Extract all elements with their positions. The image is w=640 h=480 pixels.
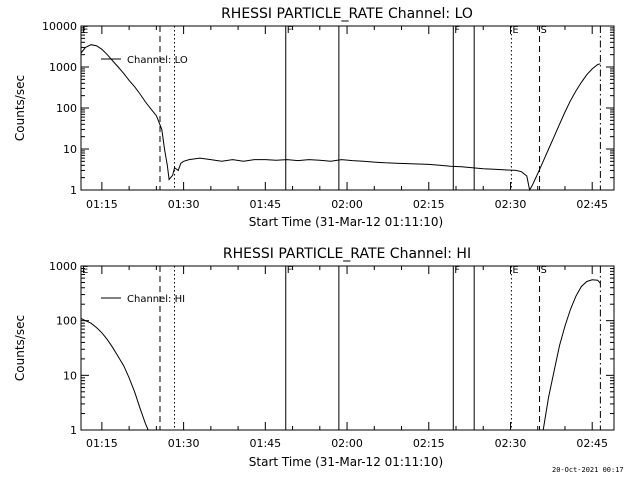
x-tick-label: 01:30	[168, 437, 200, 450]
y-tick-label: 10	[63, 369, 77, 382]
panel-lo-ylabel: Counts/sec	[13, 75, 27, 141]
panel-hi-legend-label: Channel: HI	[127, 294, 185, 305]
x-tick-label: 02:30	[495, 437, 527, 450]
x-tick-label: 01:45	[249, 437, 281, 450]
x-tick-label: 02:45	[576, 198, 608, 211]
panel-hi-title: RHESSI PARTICLE_RATE Channel: HI	[223, 246, 471, 262]
x-tick-label: 01:30	[168, 198, 200, 211]
panel-lo-xlabel: Start Time (31-Mar-12 01:11:10)	[249, 215, 443, 229]
panel-1-plot: 1 10 100 1000 01:15 01:30 01:45 02:00 02:15 02:30…	[49, 260, 615, 450]
panel-lo-legend-label: Channel: LO	[127, 55, 188, 66]
x-tick-label: 01:15	[86, 198, 118, 211]
panel-hi-xlabel: Start Time (31-Mar-12 01:11:10)	[249, 455, 443, 469]
y-tick-label: 1000	[49, 61, 77, 74]
event-marker-label: F	[287, 265, 293, 276]
event-marker-label: F	[454, 25, 460, 36]
panel-0-plot: 1 10 100 1000 10000 01:15 01:30 01:45 02:00 02:15…	[42, 20, 615, 211]
plot-frame	[80, 265, 615, 431]
start-marker-label: E	[82, 25, 88, 36]
x-tick-label: 01:15	[86, 437, 118, 450]
event-marker-label: S	[541, 25, 547, 36]
event-marker-label: F	[454, 265, 460, 276]
series-line-0	[80, 317, 149, 431]
event-marker-label: S	[541, 265, 547, 276]
panel-hi: RHESSI PARTICLE_RATE Channel: HI Counts/…	[13, 246, 471, 469]
y-tick-label: 10	[63, 143, 77, 156]
series-line-0	[80, 44, 601, 192]
y-tick-label: 1000	[49, 260, 77, 273]
x-tick-label: 02:00	[331, 198, 363, 211]
x-tick-label: 02:30	[495, 198, 527, 211]
event-marker-label: E	[512, 25, 518, 36]
start-marker-label: E	[82, 265, 88, 276]
x-tick-label: 01:45	[249, 198, 281, 211]
panel-lo: RHESSI PARTICLE_RATE Channel: LO Counts/…	[13, 6, 473, 229]
x-tick-label: 02:00	[331, 437, 363, 450]
plot-frame	[80, 25, 615, 191]
y-tick-label: 100	[56, 315, 77, 328]
x-tick-label: 02:15	[413, 437, 445, 450]
y-tick-label: 10000	[42, 20, 77, 33]
x-tick-label: 02:15	[413, 198, 445, 211]
panel-hi-ylabel: Counts/sec	[13, 315, 27, 381]
event-marker-label: E	[512, 265, 518, 276]
y-tick-label: 1	[70, 424, 77, 437]
y-tick-label: 100	[56, 102, 77, 115]
event-marker-label: F	[287, 25, 293, 36]
panel-lo-title: RHESSI PARTICLE_RATE Channel: LO	[221, 6, 473, 22]
x-tick-label: 02:45	[576, 437, 608, 450]
generated-timestamp: 20-Oct-2021 00:17	[552, 466, 624, 474]
series-line-1	[542, 279, 601, 431]
y-tick-label: 1	[70, 184, 77, 197]
